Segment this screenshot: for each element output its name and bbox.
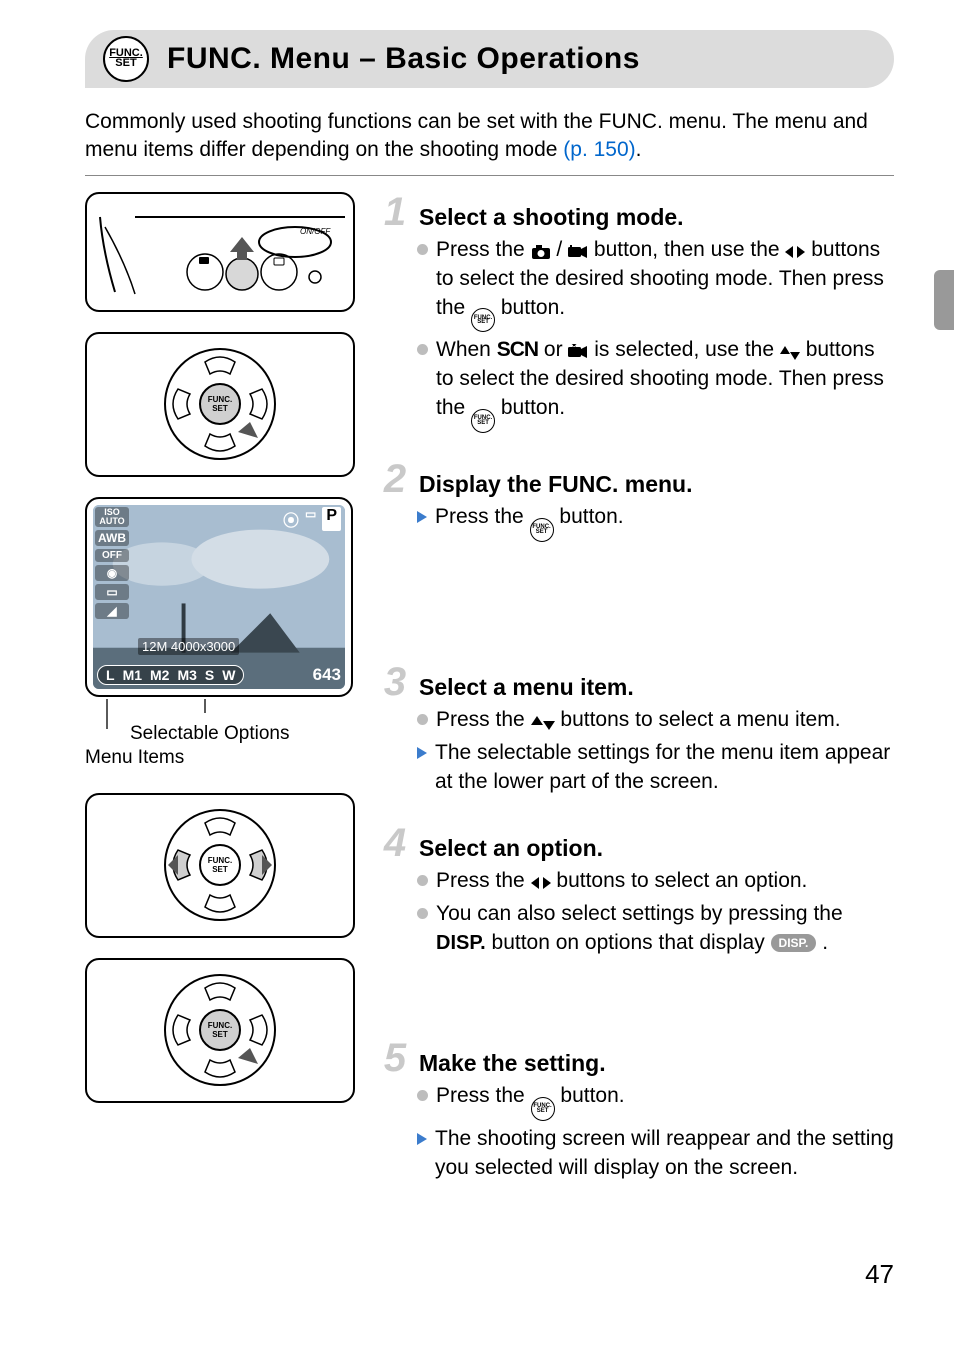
lcd-item: ▭: [95, 584, 129, 600]
scn-text: SCN: [497, 338, 538, 361]
disp-text: DISP.: [436, 932, 486, 954]
step-number: 5: [379, 1038, 411, 1078]
right-column: 1 Select a shooting mode. Press the / bu…: [385, 192, 894, 1209]
step-number: 3: [379, 662, 411, 702]
step-title: Select an option.: [419, 835, 603, 862]
content-columns: ON/OFF FUNC. SET: [85, 192, 894, 1209]
step-4: 4 Select an option. Press the buttons to…: [385, 823, 894, 958]
lcd-item: ISO AUTO: [95, 507, 129, 527]
step-text: Press the buttons to select an option.: [436, 867, 807, 896]
camera-top-illustration: ON/OFF: [85, 192, 355, 312]
up-down-icon: [531, 716, 555, 730]
disp-badge-icon: DISP.: [771, 934, 817, 953]
page-ref-link[interactable]: (p. 150): [563, 138, 635, 161]
lcd-item: ◢: [95, 603, 129, 619]
step-text: Press the buttons to select a menu item.: [436, 706, 841, 735]
step-3: 3 Select a menu item. Press the buttons …: [385, 662, 894, 797]
func-set-icon-small: FUNC.SET: [471, 409, 495, 433]
intro-text: Commonly used shooting functions can be …: [85, 108, 894, 165]
step-title: Make the setting.: [419, 1050, 606, 1077]
bullet-icon: [417, 244, 428, 255]
left-right-icon: [531, 875, 551, 891]
svg-text:★: ★: [571, 344, 577, 349]
lcd-screen-illustration: ISO AUTO AWB OFF ◉ ▭ ◢ ⦿▭ P 12M 4000x300…: [85, 497, 353, 697]
step-title: Select a shooting mode.: [419, 204, 684, 231]
pill-opt: M2: [150, 667, 169, 683]
step-text: The selectable settings for the menu ite…: [435, 739, 894, 797]
left-column: ON/OFF FUNC. SET: [85, 192, 375, 1209]
page-title: FUNC. Menu – Basic Operations: [167, 42, 640, 76]
svg-text:SET: SET: [212, 1030, 228, 1039]
pill-opt: W: [222, 667, 235, 683]
step-1: 1 Select a shooting mode. Press the / bu…: [385, 192, 894, 433]
camera-icon: [531, 244, 551, 260]
lcd-item: ◉: [95, 565, 129, 581]
bullet-icon: [417, 875, 428, 886]
lcd-resolution-label: 12M 4000x3000: [138, 638, 239, 655]
lcd-bottom-bar: L M1 M2 M3 S W 643: [97, 665, 341, 685]
side-tab: [934, 270, 954, 330]
bullet-icon: [417, 908, 428, 919]
svg-text:FUNC.: FUNC.: [208, 395, 232, 404]
svg-text:FUNC.: FUNC.: [208, 1021, 232, 1030]
pill-opt: M1: [123, 667, 142, 683]
step-text: You can also select settings by pressing…: [436, 900, 894, 958]
intro-part1: Commonly used shooting functions can be …: [85, 110, 868, 161]
pill-opt: M3: [177, 667, 196, 683]
step-5: 5 Make the setting. Press the FUNC.SET b…: [385, 1038, 894, 1183]
svg-text:SET: SET: [212, 404, 228, 413]
pill-opt: S: [205, 667, 214, 683]
lcd-left-strip: ISO AUTO AWB OFF ◉ ▭ ◢: [95, 507, 129, 619]
step-text: Press the FUNC.SET button.: [436, 1082, 625, 1121]
intro-part2: .: [636, 138, 642, 161]
left-right-icon: [785, 244, 805, 260]
up-down-icon: [780, 346, 800, 360]
camera-top-svg: ON/OFF: [95, 202, 345, 302]
movie-icon: [568, 244, 588, 260]
func-set-icon-small: FUNC.SET: [530, 518, 554, 542]
func-set-icon-small: FUNC.SET: [531, 1097, 555, 1121]
arrow-bullet-icon: [417, 1133, 427, 1145]
page-number: 47: [865, 1259, 894, 1290]
step-number: 2: [379, 459, 411, 499]
movie-star-icon: ★: [568, 344, 588, 360]
lcd-counter: 643: [313, 665, 341, 685]
step-text: When SCN or ★ is selected, use the butto…: [436, 336, 894, 433]
step-number: 4: [379, 823, 411, 863]
func-set-icon: FUNC.SET: [103, 36, 149, 82]
arrow-bullet-icon: [417, 747, 427, 759]
divider: [85, 175, 894, 176]
svg-text:FUNC.: FUNC.: [208, 856, 232, 865]
lcd-top-right: ⦿▭ P: [283, 507, 341, 531]
size-pill: L M1 M2 M3 S W: [97, 665, 244, 685]
step-text: Press the FUNC.SET button.: [435, 503, 624, 542]
bullet-icon: [417, 1090, 428, 1101]
pill-opt: L: [106, 667, 115, 683]
bullet-icon: [417, 344, 428, 355]
arrow-bullet-icon: [417, 511, 427, 523]
dpad-illustration-1: FUNC. SET: [85, 332, 355, 477]
page: FUNC.SET FUNC. Menu – Basic Operations C…: [0, 0, 954, 1350]
svg-text:SET: SET: [212, 865, 228, 874]
func-set-icon-small: FUNC.SET: [471, 308, 495, 332]
step-text: The shooting screen will reappear and th…: [435, 1125, 894, 1183]
dpad-illustration-3: FUNC. SET: [85, 958, 355, 1103]
svg-text:ON/OFF: ON/OFF: [300, 227, 331, 236]
title-bar: FUNC.SET FUNC. Menu – Basic Operations: [85, 30, 894, 88]
step-2: 2 Display the FUNC. menu. Press the FUNC…: [385, 459, 894, 542]
lcd-item: OFF: [95, 549, 129, 562]
step-number: 1: [379, 192, 411, 232]
lcd-callouts: [85, 699, 375, 733]
dpad-illustration-2: FUNC. SET: [85, 793, 355, 938]
step-title: Display the FUNC. menu.: [419, 471, 692, 498]
label-menu-items: Menu Items: [85, 747, 375, 769]
lcd-item: AWB: [95, 530, 129, 546]
bullet-icon: [417, 714, 428, 725]
step-text: Press the / button, then use the buttons…: [436, 236, 894, 333]
mode-p-badge: P: [322, 507, 341, 531]
step-title: Select a menu item.: [419, 674, 634, 701]
